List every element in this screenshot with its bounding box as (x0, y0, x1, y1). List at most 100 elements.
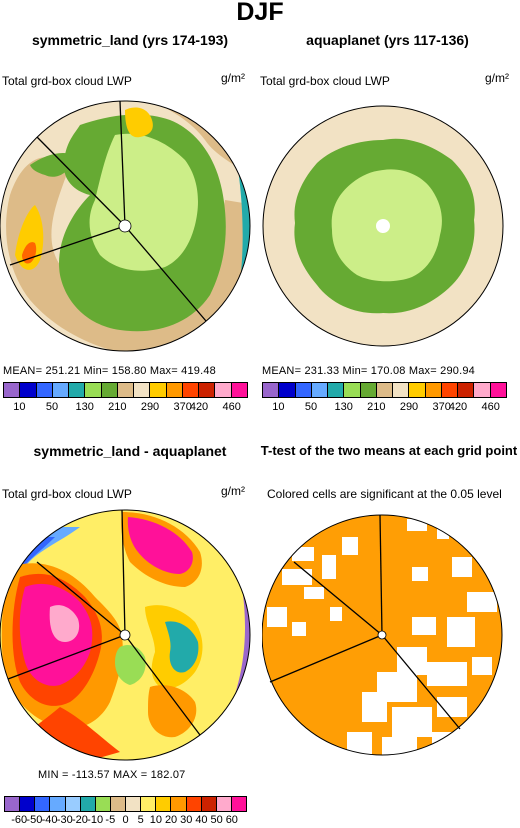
colorbar-tick-label: 420 (448, 401, 468, 413)
colorbar-swatch (376, 383, 394, 397)
units-label: g/m² (485, 71, 509, 85)
colorbar-tick-label: 130 (75, 401, 94, 413)
colorbar-tick-label: 290 (140, 401, 160, 413)
colorbar-top-left: 10 50 130 210 290 370 420 460 (3, 382, 248, 415)
colorbar-swatch (474, 383, 491, 397)
colorbar-swatch (263, 383, 280, 397)
colorbar-tick-label: 50 (210, 814, 223, 826)
colorbar-swatch (141, 797, 157, 811)
colorbar-tick-label: 460 (481, 401, 500, 413)
colorbar-swatch (344, 383, 361, 397)
colorbar-swatch (311, 383, 329, 397)
page-title: DJF (236, 0, 284, 26)
colorbar-swatch (409, 383, 426, 397)
colorbar-swatch (101, 383, 118, 397)
colorbar-tick-label: -10 (87, 814, 104, 826)
stats-difference: MIN = -113.57 MAX = 182.07 (38, 769, 186, 781)
significance-note: Colored cells are significant at the 0.0… (267, 487, 502, 501)
colorbar-labels: -60 -50 -40 -30 -20 -10 -5 0 5 10 20 30 40 50 60 (4, 814, 247, 828)
colorbar-swatch (150, 383, 167, 397)
colorbar-swatch (134, 383, 151, 397)
colorbar-tick-label: 10 (13, 401, 26, 413)
colorbar-swatch (182, 383, 200, 397)
colorbar-tick-label: 210 (108, 401, 127, 413)
colorbar-swatch (126, 797, 142, 811)
colorbar-tick-label: 50 (45, 401, 59, 413)
colorbar-swatch (156, 797, 172, 811)
colorbar-tick-label: 10 (272, 401, 285, 413)
colorbar-tick-label: 370 (432, 401, 451, 413)
colorbar-swatch (199, 383, 216, 397)
colorbar-tick-label: 370 (173, 401, 192, 413)
units-label: g/m² (221, 484, 245, 498)
colorbar-labels: 10 50 130 210 290 370 420 460 (3, 401, 248, 415)
variable-label: Total grd-box cloud LWP (2, 487, 132, 501)
colorbar-swatch (279, 383, 296, 397)
colorbar-swatch (393, 383, 410, 397)
colorbar-top-right: 10 50 130 210 290 370 420 460 (262, 382, 507, 415)
colorbar-tick-label: -5 (105, 814, 116, 826)
colorbar-tick-label: -40 (41, 814, 58, 826)
variable-label: Total grd-box cloud LWP (2, 74, 132, 88)
colorbar-swatch (231, 797, 246, 811)
colorbar-swatch (35, 797, 51, 811)
colorbar-tick-label: -60 (11, 814, 28, 826)
colorbar-swatch (231, 383, 247, 397)
colorbar-tick-label: 0 (122, 814, 129, 826)
colorbar-swatch (5, 797, 21, 811)
colorbar-swatch (328, 383, 345, 397)
colorbar-tick-label: 10 (149, 814, 162, 826)
colorbar-swatch (458, 383, 475, 397)
colorbar-swatch (360, 383, 377, 397)
colorbar-swatches (262, 382, 507, 398)
colorbar-swatch (171, 797, 187, 811)
variable-label: Total grd-box cloud LWP (260, 74, 390, 88)
polar-map-difference (0, 509, 251, 761)
colorbar-swatch (166, 383, 183, 397)
colorbar-tick-label: -20 (71, 814, 88, 826)
stats-symmetric-land: MEAN= 251.21 Min= 158.80 Max= 419.48 (3, 365, 216, 377)
colorbar-swatch (215, 383, 232, 397)
colorbar-swatch (65, 797, 81, 811)
panel-title-difference: symmetric_land - aquaplanet (33, 443, 227, 459)
colorbar-swatch (80, 797, 96, 811)
colorbar-swatches (3, 382, 248, 398)
colorbar-swatch (425, 383, 442, 397)
colorbar-swatch (186, 797, 202, 811)
colorbar-tick-label: 20 (164, 814, 178, 826)
colorbar-tick-label: 60 (225, 814, 238, 826)
colorbar-swatch (69, 383, 86, 397)
colorbar-swatch (110, 797, 126, 811)
colorbar-bottom-left: -60 -50 -40 -30 -20 -10 -5 0 5 10 20 30 40 50 60 (4, 796, 247, 826)
colorbar-swatch (117, 383, 135, 397)
colorbar-tick-label: -50 (26, 814, 43, 826)
colorbar-tick-label: 420 (189, 401, 209, 413)
colorbar-tick-label: 40 (195, 814, 208, 826)
colorbar-swatch (295, 383, 312, 397)
polar-map-symmetric-land (0, 100, 251, 352)
colorbar-swatch (20, 383, 37, 397)
colorbar-tick-label: 290 (399, 401, 419, 413)
colorbar-swatch (50, 797, 66, 811)
colorbar-tick-label: 210 (367, 401, 386, 413)
colorbar-swatch (95, 797, 111, 811)
colorbar-tick-label: 130 (334, 401, 353, 413)
colorbar-tick-label: 50 (304, 401, 318, 413)
colorbar-swatch (490, 383, 506, 397)
panel-title-symmetric-land: symmetric_land (yrs 174-193) (31, 32, 229, 48)
colorbar-swatch (85, 383, 102, 397)
polar-map-aquaplanet (262, 105, 504, 347)
stats-aquaplanet: MEAN= 231.33 Min= 170.08 Max= 290.94 (262, 365, 475, 377)
colorbar-tick-label: 460 (222, 401, 241, 413)
colorbar-tick-label: -30 (56, 814, 73, 826)
colorbar-swatch (36, 383, 53, 397)
colorbar-swatch (4, 383, 21, 397)
colorbar-swatch (20, 797, 36, 811)
colorbar-swatches (4, 796, 247, 812)
panel-title-aquaplanet: aquaplanet (yrs 117-136) (306, 32, 469, 48)
colorbar-swatch (201, 797, 217, 811)
panel-title-ttest: T-test of the two means at each grid poi… (260, 443, 518, 458)
colorbar-swatch (216, 797, 232, 811)
units-label: g/m² (221, 71, 245, 85)
colorbar-labels: 10 50 130 210 290 370 420 460 (262, 401, 507, 415)
